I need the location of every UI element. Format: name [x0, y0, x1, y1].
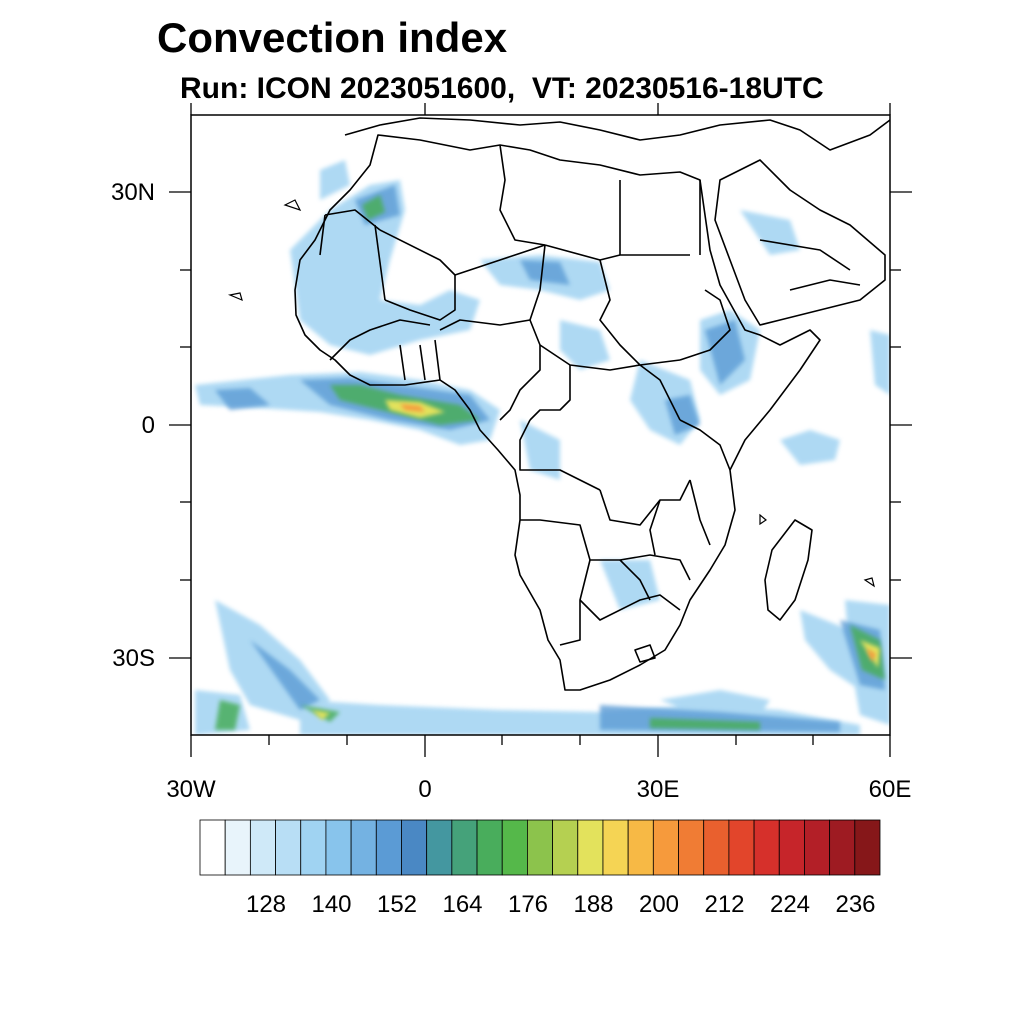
colorbar-label: 224	[770, 891, 810, 918]
colorbar-swatch	[627, 819, 654, 876]
colorbar-label: 152	[377, 891, 417, 918]
colorbar-swatch	[577, 819, 604, 876]
lon-label-30w: 30W	[166, 776, 216, 803]
coastlines	[294, 117, 890, 691]
colorbar-labels: 128 140 152 164 176 188 200 212 224 236	[246, 891, 876, 918]
colorbar-swatch	[451, 819, 478, 876]
colorbar-swatch	[275, 819, 302, 876]
colorbar-label: 188	[573, 891, 613, 918]
colorbar-swatch	[476, 819, 503, 876]
colorbar-swatch	[602, 819, 629, 876]
lat-label-0: 0	[142, 412, 155, 439]
colorbar-swatch	[224, 819, 251, 876]
colorbar-label: 212	[704, 891, 744, 918]
colorbar-swatch	[375, 819, 402, 876]
lat-label-30n: 30N	[111, 179, 155, 206]
colorbar-swatch	[778, 819, 805, 876]
colorbar-swatch	[854, 819, 881, 876]
colorbar-swatch	[703, 819, 730, 876]
lon-label-0: 0	[418, 776, 431, 803]
chart-subtitle: Run: ICON 2023051600, VT: 20230516-18UTC	[180, 72, 824, 105]
colorbar	[199, 819, 881, 876]
convection-field	[195, 117, 890, 735]
colorbar-label: 176	[508, 891, 548, 918]
colorbar-label: 128	[246, 891, 286, 918]
colorbar-swatch	[753, 819, 780, 876]
colorbar-swatch	[325, 819, 352, 876]
colorbar-swatch	[350, 819, 377, 876]
colorbar-label: 164	[442, 891, 482, 918]
colorbar-swatch	[552, 819, 579, 876]
colorbar-swatch	[300, 819, 327, 876]
colorbar-swatch	[426, 819, 453, 876]
colorbar-swatch	[804, 819, 831, 876]
colorbar-swatch	[249, 819, 276, 876]
lon-label-60e: 60E	[869, 776, 912, 803]
lon-label-30e: 30E	[637, 776, 680, 803]
colorbar-label: 236	[835, 891, 875, 918]
colorbar-label: 140	[311, 891, 351, 918]
colorbar-label: 200	[639, 891, 679, 918]
colorbar-swatch	[678, 819, 705, 876]
lat-label-30s: 30S	[112, 645, 155, 672]
colorbar-swatch	[829, 819, 856, 876]
colorbar-swatch	[401, 819, 428, 876]
axis-ticks	[169, 103, 912, 757]
colorbar-swatch	[527, 819, 553, 876]
colorbar-swatch	[728, 819, 755, 876]
colorbar-swatch	[652, 819, 679, 876]
chart-title: Convection index	[157, 14, 508, 61]
colorbar-swatch	[501, 819, 528, 876]
colorbar-swatch	[199, 819, 226, 876]
